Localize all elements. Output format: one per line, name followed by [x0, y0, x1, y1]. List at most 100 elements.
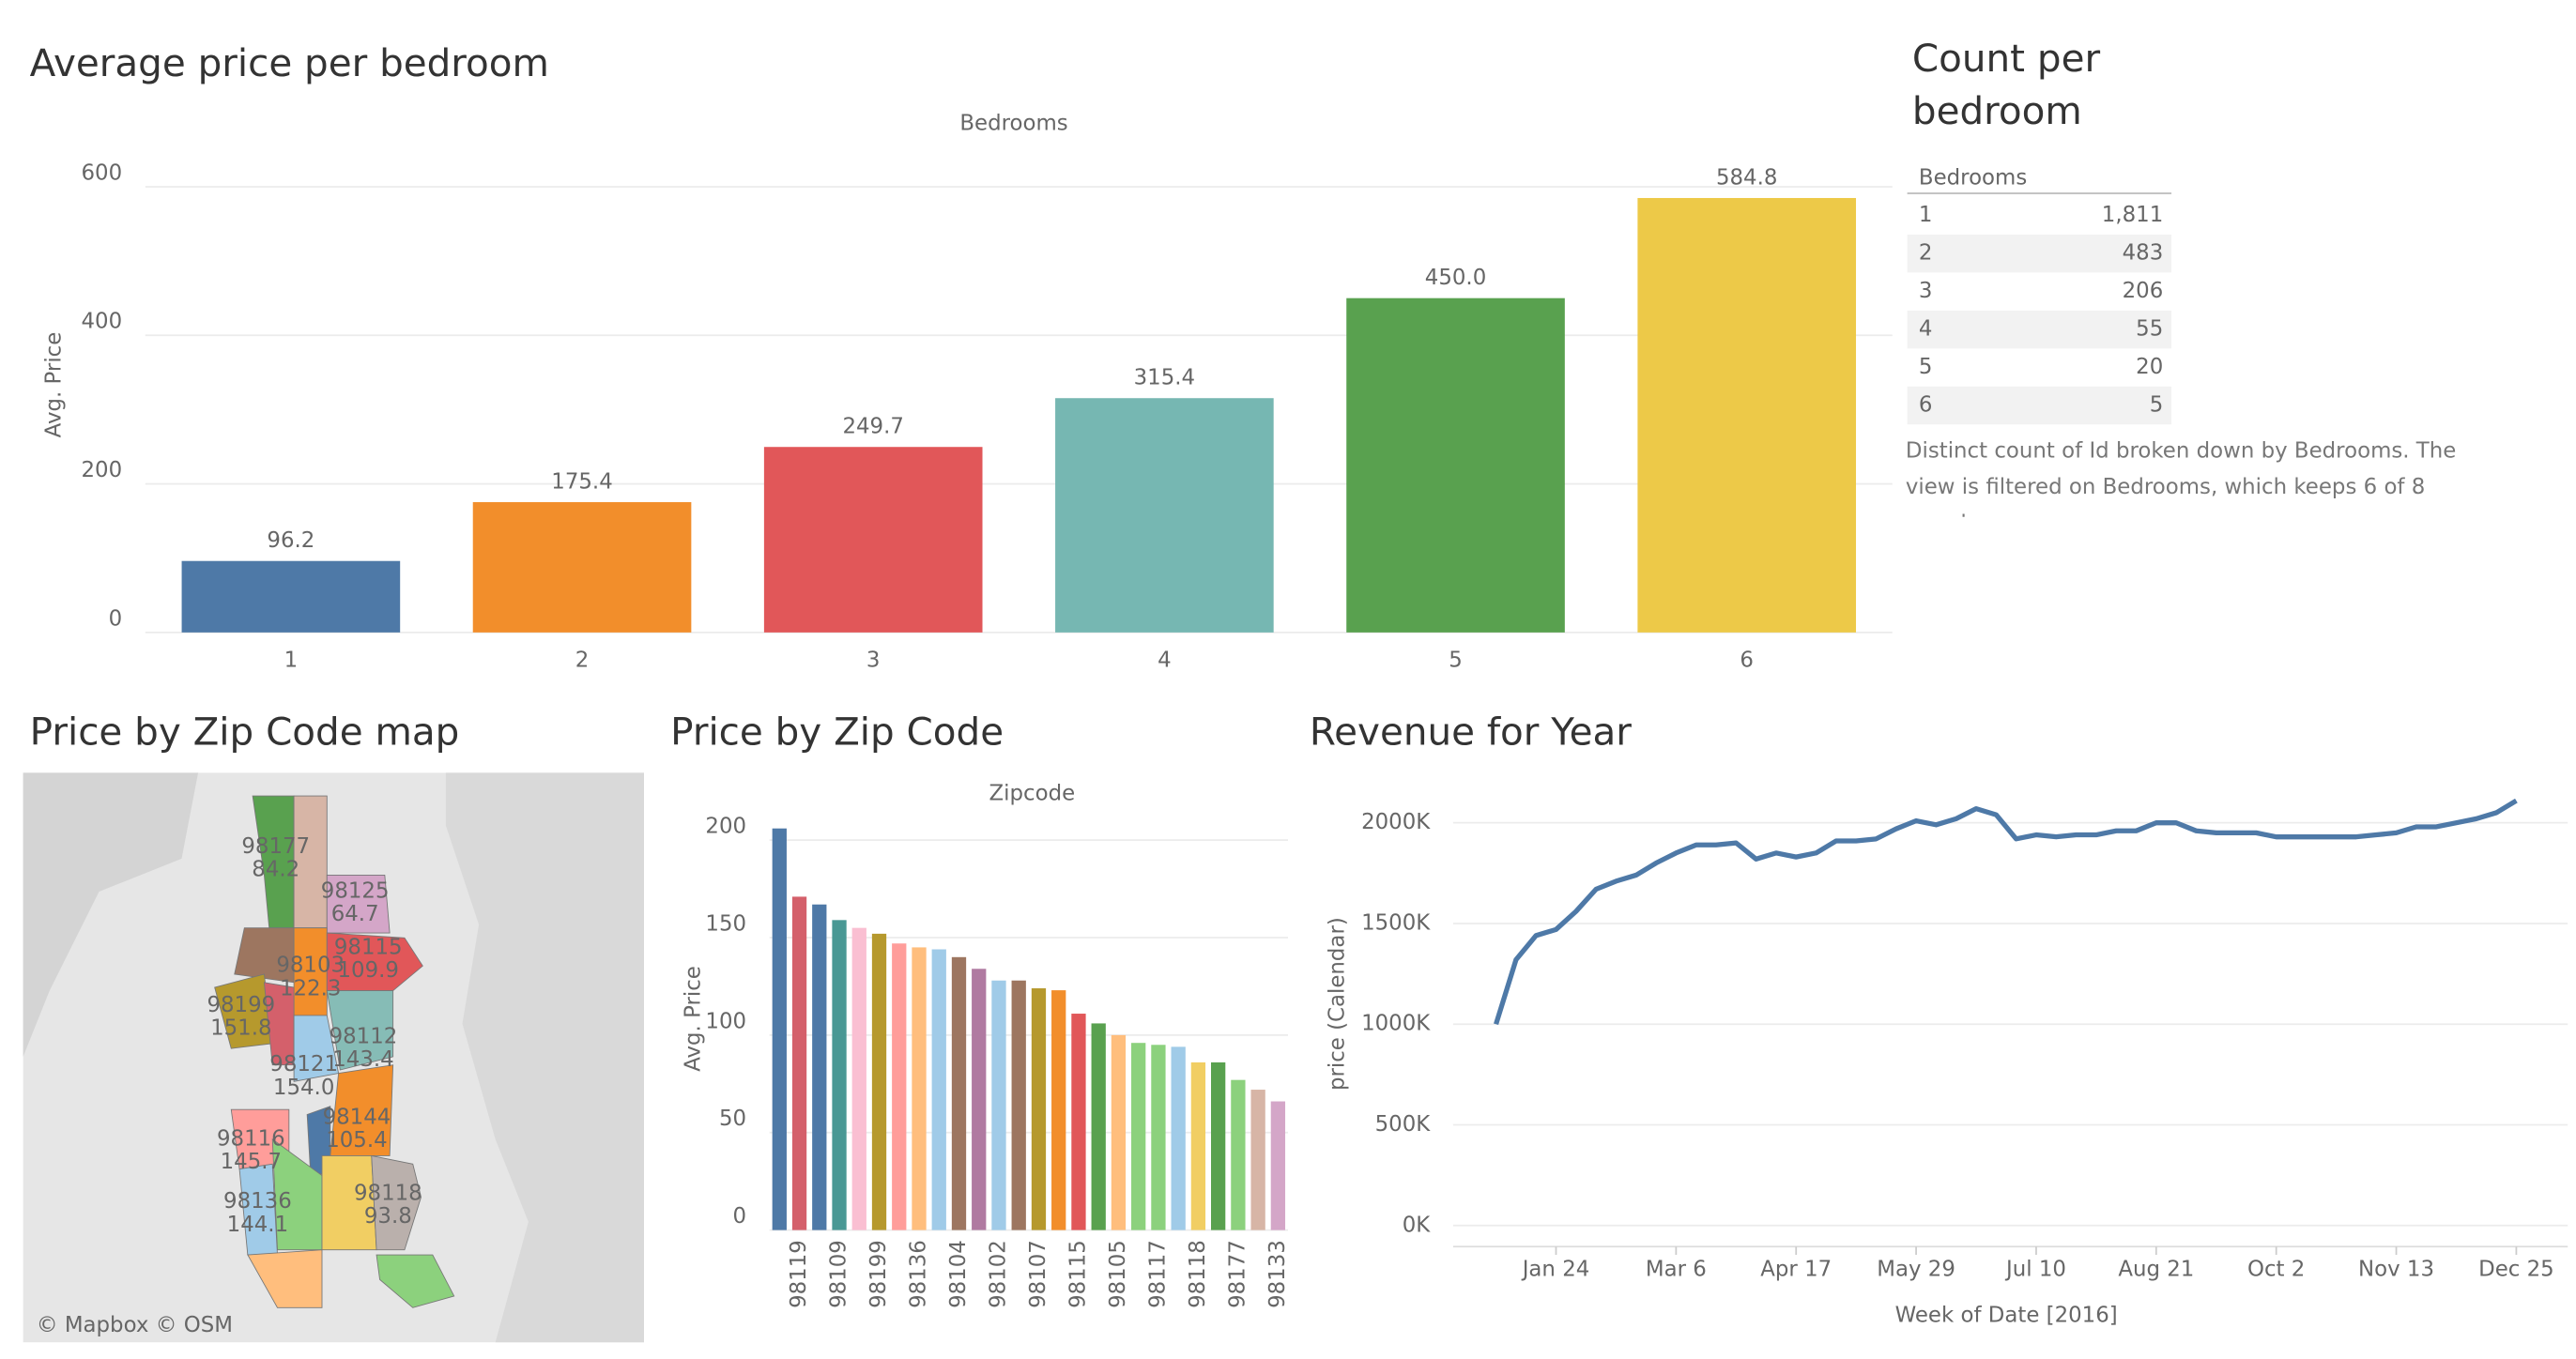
bar: [772, 828, 787, 1230]
bar: [791, 896, 807, 1230]
row-band: [1907, 386, 2172, 425]
x-tick-label: Jan 24: [1521, 1257, 1590, 1281]
table-title: Count per bedroom: [1911, 38, 2101, 134]
y-tick-label: 2000K: [1361, 810, 1431, 834]
y-tick-label: 1000K: [1361, 1012, 1431, 1036]
value-label: 249.7: [842, 415, 903, 439]
bar: [832, 920, 847, 1230]
region-zip: 98103: [276, 954, 345, 978]
x-tick-label: May 29: [1877, 1257, 1955, 1281]
y-tick-label: 600: [82, 160, 123, 185]
x-tick-label: 98117: [1145, 1240, 1170, 1308]
bar: [1231, 1079, 1246, 1230]
region-zip: 98136: [223, 1189, 292, 1214]
x-tick-label: 6: [1740, 648, 1754, 672]
y-axis-label: Avg. Price: [681, 966, 705, 1072]
region: [326, 990, 394, 1071]
x-tick-label: 98109: [827, 1240, 851, 1308]
value-label: 175.4: [551, 469, 612, 494]
bar: [972, 969, 987, 1230]
bar: [1171, 1046, 1186, 1230]
bar: [181, 560, 401, 633]
region-value: 109.9: [338, 958, 399, 983]
bar: [1190, 1061, 1206, 1230]
x-tick-label: Mar 6: [1646, 1257, 1707, 1281]
bar: [1250, 1090, 1265, 1230]
column-header: Zipcode: [989, 782, 1076, 806]
bar: [1055, 398, 1274, 633]
x-tick-label: Nov 13: [2358, 1257, 2434, 1281]
x-tick-label: 3: [866, 648, 881, 672]
y-tick-label: 50: [719, 1107, 746, 1131]
row-value: 5: [2150, 393, 2164, 418]
line: [1494, 798, 2518, 1026]
bar: [1111, 1034, 1127, 1230]
x-tick-label: 98177: [1225, 1240, 1250, 1308]
value-label: 96.2: [267, 528, 314, 553]
bar: [912, 947, 927, 1230]
row-value: 206: [2123, 279, 2164, 303]
x-tick-label: 98102: [986, 1240, 1010, 1308]
x-tick-label: 98118: [1186, 1240, 1210, 1308]
region: [326, 874, 391, 934]
row-label: 5: [1919, 355, 1933, 379]
y-tick-label: 0: [733, 1204, 747, 1229]
x-tick-label: 2: [575, 648, 590, 672]
bar: [1011, 980, 1026, 1230]
x-axis-label: Week of Date [2016]: [1895, 1304, 2118, 1328]
region-value: 122.3: [280, 976, 341, 1000]
x-tick-label: 5: [1449, 648, 1463, 672]
bar: [1031, 988, 1047, 1230]
bar: [1151, 1045, 1166, 1230]
table-caption: Distinct count of Id broken down by Bedr…: [1905, 439, 2457, 517]
table-header: Bedrooms: [1919, 166, 2027, 191]
region-value: 64.7: [331, 902, 379, 926]
region-value: 84.2: [252, 858, 299, 882]
value-label: 584.8: [1716, 165, 1777, 190]
row-value: 1,811: [2102, 203, 2163, 227]
bar: [951, 956, 967, 1230]
region-zip: 98199: [207, 993, 275, 1017]
y-tick-label: 1500K: [1361, 910, 1431, 935]
row-value: 55: [2136, 317, 2163, 342]
y-tick-label: 500K: [1375, 1112, 1432, 1137]
map-attribution: © Mapbox © OSM: [37, 1313, 233, 1337]
row-value: 483: [2123, 241, 2164, 266]
land: [23, 772, 199, 1057]
y-tick-label: 150: [705, 911, 746, 936]
region: [330, 1064, 394, 1156]
bar: [812, 904, 827, 1230]
bar: [892, 943, 907, 1230]
bar: [763, 447, 983, 633]
x-tick-label: 98115: [1066, 1240, 1090, 1308]
x-tick-label: Dec 25: [2478, 1257, 2554, 1281]
y-tick-label: 0K: [1403, 1213, 1432, 1237]
y-tick-label: 200: [82, 458, 123, 482]
x-tick-label: 98136: [907, 1240, 931, 1308]
region-value: 145.7: [221, 1150, 282, 1174]
x-tick-label: 98199: [866, 1240, 891, 1308]
map-title: Price by Zip Code map: [30, 709, 460, 754]
bar: [1637, 197, 1857, 633]
bar: [1346, 298, 1565, 633]
row-label: 1: [1919, 203, 1933, 227]
region: [371, 1154, 422, 1251]
region-zip: 98116: [217, 1126, 285, 1151]
x-tick-label: Aug 21: [2118, 1257, 2194, 1281]
region: [247, 1249, 323, 1308]
table-title-box: Count per bedroom: [1911, 38, 2101, 134]
row-label: 4: [1919, 317, 1933, 342]
region-value: 105.4: [326, 1128, 387, 1153]
row-label: 2: [1919, 241, 1933, 266]
region: [326, 932, 423, 992]
column-header: Bedrooms: [959, 112, 1067, 136]
bar: [931, 949, 946, 1230]
row-label: 3: [1919, 279, 1933, 303]
table-caption-box: Distinct count of Id broken down by Bedr…: [1905, 439, 2457, 517]
x-tick-label: 98105: [1106, 1240, 1130, 1308]
x-tick-label: 4: [1158, 648, 1172, 672]
y-tick-label: 400: [82, 310, 123, 334]
chart-title: Price by Zip Code: [670, 709, 1004, 754]
region-value: 143.4: [332, 1047, 393, 1072]
